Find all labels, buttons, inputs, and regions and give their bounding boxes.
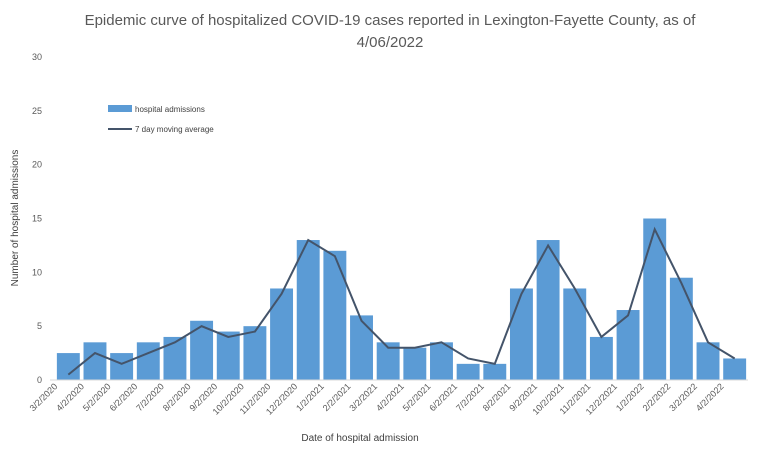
y-tick-label: 0 <box>37 375 42 385</box>
y-tick-label: 20 <box>32 160 42 170</box>
x-tick-label: 7/2/2020 <box>134 381 166 413</box>
admissions-bar <box>190 320 214 380</box>
admissions-bar <box>723 358 747 380</box>
admissions-bar <box>536 240 560 380</box>
line-series <box>67 226 736 376</box>
y-axis-title: Number of hospital admissions <box>10 150 21 287</box>
x-tick-label: 3/2/2021 <box>347 381 379 413</box>
legend: hospital admissions 7 day moving average <box>108 105 214 134</box>
admissions-bar <box>163 336 187 380</box>
x-tick-label: 1/2/2021 <box>294 381 326 413</box>
admissions-bar <box>643 218 667 380</box>
admissions-bar <box>456 363 480 380</box>
x-tick-label: 3/2/2020 <box>28 381 60 413</box>
admissions-bar <box>56 353 80 380</box>
y-tick-label: 5 <box>37 321 42 331</box>
x-tick-label: 2/2/2021 <box>321 381 353 413</box>
bar-series <box>56 218 747 380</box>
admissions-bar <box>216 331 240 380</box>
x-tick-label: 4/2/2020 <box>54 381 86 413</box>
y-tick-label: 15 <box>32 214 42 224</box>
admissions-bar <box>323 250 347 380</box>
x-axis-title: Date of hospital admission <box>301 433 418 444</box>
chart-title-line-2: 4/06/2022 <box>357 34 424 51</box>
admissions-bar <box>509 288 533 380</box>
admissions-bar <box>563 288 587 380</box>
admissions-bar <box>483 363 507 380</box>
legend-bars-swatch <box>108 105 132 112</box>
x-tick-label: 4/2/2022 <box>694 381 726 413</box>
legend-bars-label: hospital admissions <box>135 105 205 114</box>
y-tick-label: 30 <box>32 52 42 62</box>
y-tick-label: 25 <box>32 106 42 116</box>
admissions-bar <box>243 326 267 380</box>
x-tick-label: 5/2/2021 <box>401 381 433 413</box>
x-tick-label: 8/2/2020 <box>161 381 193 413</box>
x-tick-label: 6/2/2020 <box>108 381 140 413</box>
admissions-bar <box>83 342 107 380</box>
x-tick-label: 6/2/2021 <box>427 381 459 413</box>
chart-title-line-1: Epidemic curve of hospitalized COVID-19 … <box>85 12 697 29</box>
admissions-bar <box>669 277 693 380</box>
x-axis-ticks: 3/2/20204/2/20205/2/20206/2/20207/2/2020… <box>28 381 726 416</box>
x-tick-label: 3/2/2022 <box>667 381 699 413</box>
x-tick-label: 8/2/2021 <box>481 381 513 413</box>
legend-line-label: 7 day moving average <box>135 125 214 134</box>
moving-average-line <box>67 226 736 376</box>
admissions-bar <box>376 342 400 380</box>
y-tick-label: 10 <box>32 267 42 277</box>
y-axis-ticks: 0 5 10 15 20 25 30 <box>32 52 42 385</box>
admissions-bar <box>616 310 640 380</box>
admissions-bar <box>110 353 134 380</box>
admissions-bar <box>403 347 427 380</box>
x-tick-label: 7/2/2021 <box>454 381 486 413</box>
admissions-bar <box>270 288 294 380</box>
admissions-bar <box>296 240 320 380</box>
x-tick-label: 4/2/2021 <box>374 381 406 413</box>
admissions-bar <box>136 342 160 380</box>
admissions-bar <box>430 342 453 380</box>
admissions-bar <box>350 315 373 380</box>
admissions-bar <box>589 336 613 380</box>
admissions-bar <box>696 342 720 380</box>
x-tick-label: 5/2/2020 <box>81 381 113 413</box>
x-tick-label: 1/2/2022 <box>614 381 646 413</box>
x-tick-label: 2/2/2022 <box>641 381 673 413</box>
